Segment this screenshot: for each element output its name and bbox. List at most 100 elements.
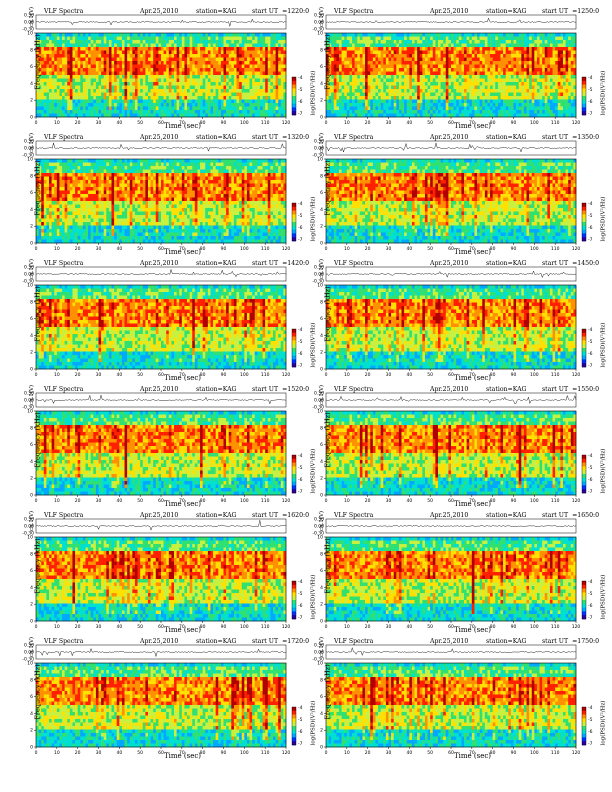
heatmap-cell [510,68,514,72]
heatmap-cell [140,54,144,58]
heatmap-cell [205,43,209,48]
heatmap-cell [565,99,569,104]
heatmap-cell [38,162,42,167]
heatmap-cell [101,106,104,111]
heatmap-cell [490,50,493,55]
heatmap-cell [49,176,52,181]
heatmap-cell [41,33,45,37]
heatmap-cell [114,61,118,65]
heatmap-cell [132,89,136,93]
heatmap-cell [471,61,475,65]
heatmap-cell [189,82,193,86]
heatmap-cell [129,85,133,90]
heatmap-cell [202,68,206,72]
heatmap-cell [456,33,460,37]
heatmap-cell [510,82,514,86]
heatmap-cell [372,54,376,58]
heatmap-cell [262,113,266,118]
x-tick-label: 70 [179,120,185,126]
heatmap-cell [249,113,253,118]
heatmap-cell [231,57,235,62]
heatmap-cell [542,85,546,90]
heatmap-cell [411,64,415,69]
heatmap-cell [181,64,185,69]
heatmap-cell [213,47,216,51]
heatmap-cell [466,78,470,83]
heatmap-cell [36,194,39,198]
heatmap-cell [176,99,180,104]
heatmap-cell [505,89,509,93]
heatmap-cell [391,89,394,93]
spectrogram-heatmap [36,159,287,244]
heatmap-cell [523,36,527,41]
heatmap-cell [259,43,263,48]
heatmap-cell [562,92,566,97]
heatmap-cell [192,85,196,90]
heatmap-cell [544,96,548,100]
heatmap-cell [430,78,434,83]
heatmap-cell [54,222,58,226]
heatmap-cell [391,75,394,79]
heatmap-cell [272,40,276,44]
heatmap-cell [192,96,196,100]
heatmap-cell [150,40,154,44]
heatmap-cell [161,110,164,114]
x-tick-label: 30 [386,120,392,126]
heatmap-cell [568,106,572,111]
heatmap-cell [471,99,475,104]
waveform-frame [35,140,287,156]
heatmap-cell [422,89,426,93]
heatmap-cell [239,54,243,58]
heatmap-cell [490,92,493,97]
heatmap-cell [142,75,146,79]
heatmap-cell [249,92,253,97]
heatmap-cell [354,71,358,76]
heatmap-cell [346,64,350,69]
heatmap-cell [349,99,353,104]
heatmap-cell [497,113,501,118]
heatmap-cell [194,71,198,76]
heatmap-cell [145,92,149,97]
heatmap-cell [187,110,190,114]
heatmap-cell [349,57,353,62]
heatmap-cell [432,99,436,104]
heatmap-cell [393,61,397,65]
heatmap-cell [372,64,376,69]
heatmap-cell [43,208,47,212]
heatmap-cell [336,50,340,55]
heatmap-cell [111,57,115,62]
heatmap-cell [484,113,488,118]
heatmap-cell [443,40,447,44]
heatmap-cell [354,85,358,90]
heatmap-cell [458,54,462,58]
heatmap-cell [72,50,76,55]
heatmap-cell [88,78,91,83]
heatmap-cell [435,89,439,93]
heatmap-cell [90,64,94,69]
heatmap-cell [210,54,214,58]
heatmap-cell [391,54,394,58]
heatmap-cell [239,85,243,90]
heatmap-cell [137,89,141,93]
heatmap-cell [226,43,229,48]
x-tick-label: 120 [282,120,291,126]
heatmap-cell [375,110,379,114]
heatmap-cell [280,110,284,114]
heatmap-cell [265,78,269,83]
heatmap-cell [328,113,332,118]
heatmap-cell [213,106,216,111]
waveform-tick-label: -0.30 [312,27,324,33]
heatmap-cell [82,113,86,118]
heatmap-cell [445,78,449,83]
heatmap-cell [75,71,78,76]
heatmap-cell [328,103,332,107]
heatmap-cell [51,96,55,100]
heatmap-cell [241,96,245,100]
heatmap-cell [505,36,509,41]
heatmap-cell [181,47,185,51]
heatmap-cell [38,159,42,163]
heatmap-cell [362,61,366,65]
heatmap-cell [88,61,91,65]
heatmap-cell [370,85,374,90]
heatmap-cell [95,47,99,51]
